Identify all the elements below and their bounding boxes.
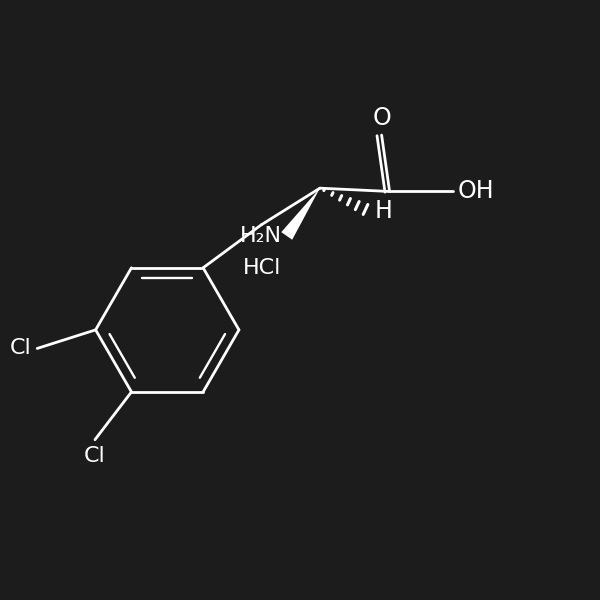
Text: H: H — [375, 199, 393, 223]
Text: HCl: HCl — [243, 258, 281, 278]
Text: Cl: Cl — [84, 446, 106, 466]
Text: Cl: Cl — [10, 338, 32, 358]
Polygon shape — [281, 188, 320, 240]
Text: OH: OH — [458, 179, 494, 203]
Text: H₂N: H₂N — [239, 226, 281, 246]
Text: O: O — [372, 106, 391, 130]
